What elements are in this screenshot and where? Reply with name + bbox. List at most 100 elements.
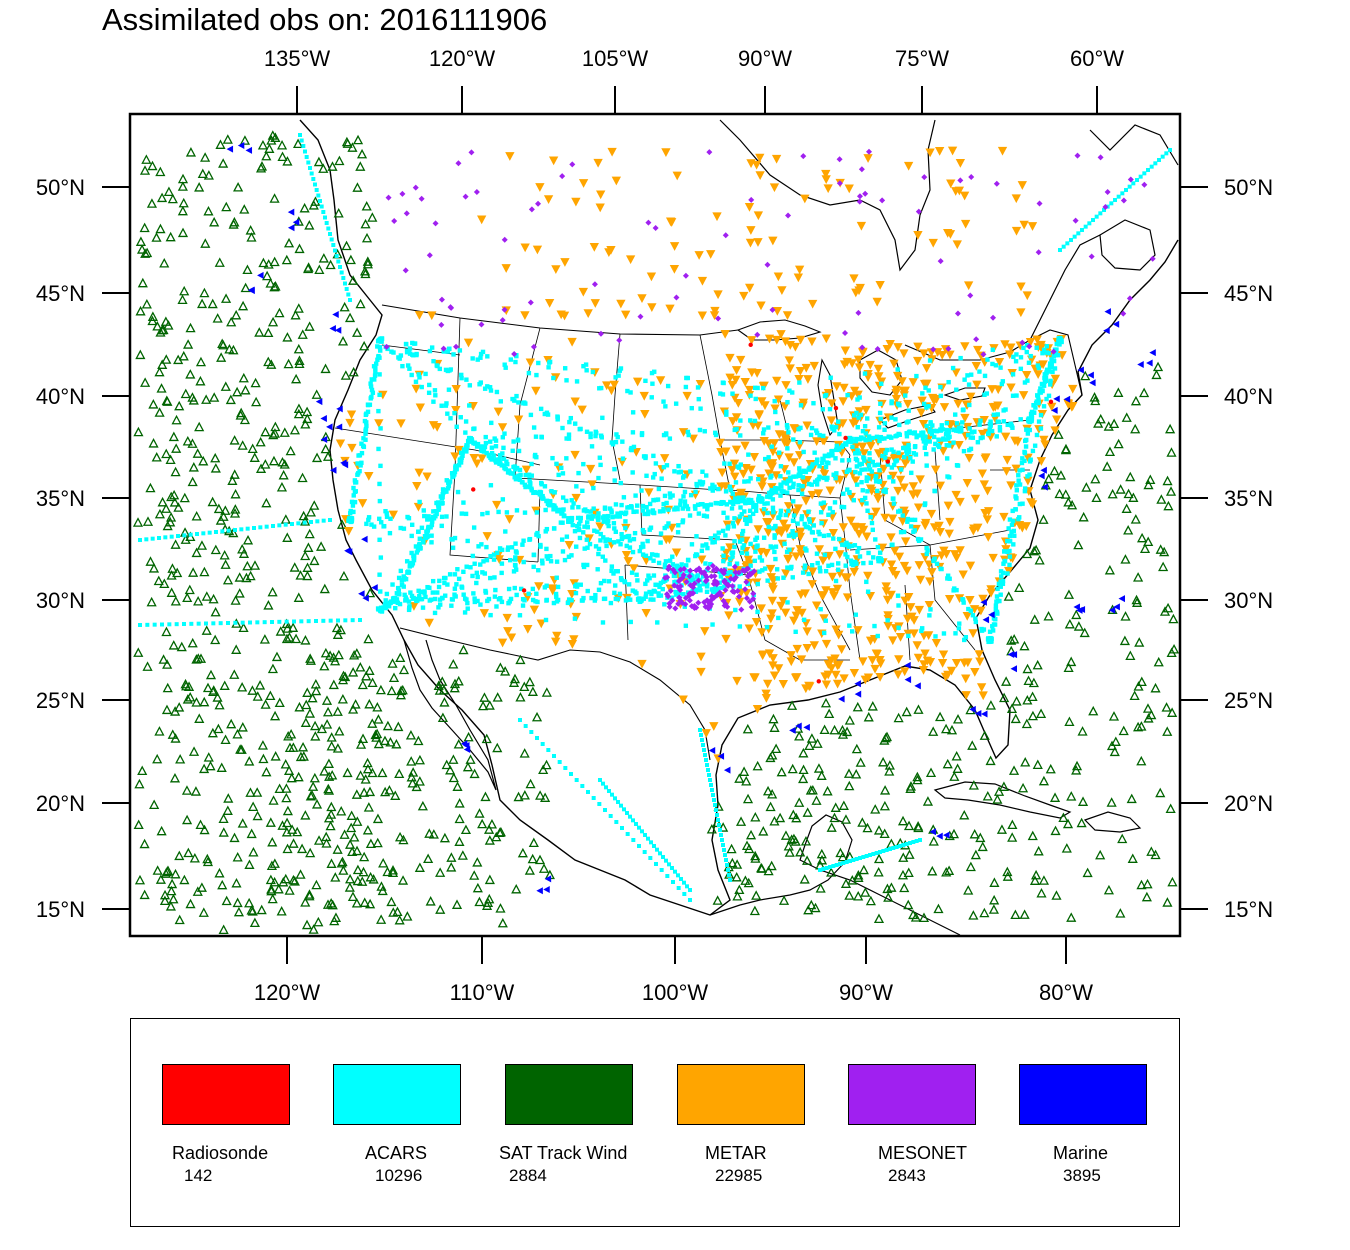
sat-wind-marker xyxy=(348,667,359,677)
sat-wind-marker xyxy=(199,566,210,577)
acars-marker xyxy=(416,372,421,377)
sat-wind-marker xyxy=(361,201,372,211)
acars-marker xyxy=(817,565,822,570)
acars-marker xyxy=(623,510,629,515)
sat-wind-marker xyxy=(169,497,180,507)
acars-marker xyxy=(440,487,446,492)
acars-marker xyxy=(988,423,993,428)
acars-marker xyxy=(515,476,521,482)
acars-marker xyxy=(520,603,526,608)
acars-marker xyxy=(685,884,689,889)
marine-marker xyxy=(237,141,245,149)
acars-marker xyxy=(667,491,673,496)
acars-marker xyxy=(968,372,974,377)
acars-marker xyxy=(969,430,975,435)
sat-wind-marker xyxy=(159,257,170,268)
acars-marker xyxy=(586,515,591,520)
sat-wind-marker xyxy=(293,408,304,419)
acars-marker xyxy=(945,573,951,578)
sat-wind-marker xyxy=(441,759,452,770)
left-axis-label: 45°N xyxy=(36,281,85,306)
metar-marker xyxy=(900,596,910,606)
acars-marker xyxy=(669,595,675,600)
acars-marker xyxy=(752,418,758,424)
acars-marker xyxy=(1001,408,1006,413)
sat-wind-marker xyxy=(762,785,774,796)
acars-marker xyxy=(718,574,724,579)
sat-wind-marker xyxy=(726,843,737,854)
acars-marker xyxy=(732,427,737,433)
mesonet-marker xyxy=(1074,152,1081,159)
acars-marker xyxy=(1149,164,1154,169)
acars-marker xyxy=(730,520,736,526)
metar-marker xyxy=(661,148,671,158)
sat-wind-marker xyxy=(495,826,506,837)
acars-marker xyxy=(1034,432,1040,438)
sat-wind-marker xyxy=(229,832,240,843)
acars-marker xyxy=(875,633,880,639)
acars-marker xyxy=(619,531,624,537)
acars-marker xyxy=(602,578,607,584)
metar-marker xyxy=(536,619,546,629)
sat-wind-marker xyxy=(999,692,1010,703)
metar-marker xyxy=(859,449,869,459)
acars-marker xyxy=(602,505,608,510)
acars-marker xyxy=(437,597,443,602)
acars-marker xyxy=(598,462,603,468)
radiosonde-marker xyxy=(471,487,476,492)
acars-marker xyxy=(666,507,671,512)
acars-marker xyxy=(581,363,586,369)
sat-wind-marker xyxy=(437,676,448,686)
acars-marker xyxy=(534,510,540,515)
acars-marker xyxy=(513,359,518,365)
acars-marker xyxy=(631,536,637,542)
metar-marker xyxy=(909,616,919,625)
acars-marker xyxy=(485,384,490,389)
acars-marker xyxy=(543,507,548,513)
acars-marker xyxy=(470,553,475,559)
acars-marker xyxy=(640,541,645,547)
acars-marker xyxy=(860,497,865,503)
acars-marker xyxy=(771,526,776,531)
acars-marker xyxy=(560,471,566,476)
acars-marker xyxy=(398,525,403,531)
sat-wind-marker xyxy=(765,752,776,763)
acars-marker xyxy=(486,453,492,459)
acars-marker xyxy=(352,499,358,505)
acars-marker xyxy=(995,419,1000,424)
sat-wind-marker xyxy=(985,755,996,766)
acars-marker xyxy=(697,583,702,589)
acars-marker xyxy=(514,353,519,359)
acars-marker xyxy=(639,432,645,438)
acars-marker xyxy=(865,489,870,494)
metar-marker xyxy=(993,385,1003,395)
sat-wind-marker xyxy=(182,694,193,704)
sat-wind-marker xyxy=(201,591,212,601)
acars-marker xyxy=(465,600,470,606)
sat-wind-marker xyxy=(375,684,386,695)
sat-wind-marker xyxy=(1064,618,1075,629)
metar-marker xyxy=(918,666,929,675)
sat-wind-marker xyxy=(855,757,866,767)
sat-wind-marker xyxy=(853,869,864,880)
metar-marker xyxy=(727,465,737,475)
acars-marker xyxy=(544,598,549,603)
metar-marker xyxy=(826,656,836,666)
acars-marker xyxy=(713,803,717,807)
acars-marker xyxy=(698,406,703,411)
sat-wind-marker xyxy=(316,723,328,734)
acars-marker xyxy=(522,598,527,603)
sat-wind-marker xyxy=(913,704,924,714)
acars-marker xyxy=(849,561,854,567)
sat-wind-marker xyxy=(174,914,185,925)
acars-marker xyxy=(769,487,774,493)
acars-marker xyxy=(716,818,720,822)
acars-marker xyxy=(302,520,307,525)
marine-marker xyxy=(1038,472,1045,480)
metar-marker xyxy=(746,159,756,169)
acars-marker xyxy=(528,481,533,486)
metar-marker xyxy=(941,549,952,559)
sat-wind-marker xyxy=(250,377,261,388)
acars-marker xyxy=(941,631,947,636)
sat-wind-marker xyxy=(454,813,465,824)
